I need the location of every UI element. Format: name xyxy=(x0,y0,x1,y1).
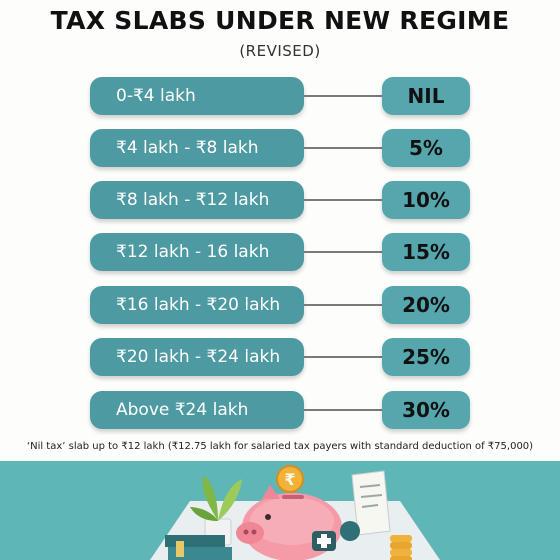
coin-symbol: ₹ xyxy=(284,470,295,489)
slab-rate: NIL xyxy=(382,77,470,115)
illustration-svg: ₹ xyxy=(150,465,440,560)
slab-range: ₹12 lakh - 16 lakh xyxy=(90,233,304,271)
tax-slab-row: Above ₹24 lakh 30% xyxy=(0,391,560,429)
plus-icon xyxy=(312,531,336,551)
tax-slab-row: 0-₹4 lakh NIL xyxy=(0,77,560,115)
slab-range: ₹8 lakh - ₹12 lakh xyxy=(90,181,304,219)
tax-slab-row: ₹4 lakh - ₹8 lakh 5% xyxy=(0,129,560,167)
page-title: TAX SLABS UNDER NEW REGIME xyxy=(50,6,510,35)
page-subtitle: (REVISED) xyxy=(239,42,321,60)
slab-rate: 5% xyxy=(382,129,470,167)
slab-range: 0-₹4 lakh xyxy=(90,77,304,115)
book-stack-icon xyxy=(165,535,232,560)
coin-icon: ₹ xyxy=(276,465,304,493)
connector-line xyxy=(304,409,384,411)
slab-rate: 15% xyxy=(382,233,470,271)
receipt-icon xyxy=(351,470,391,536)
plant-icon xyxy=(190,475,242,546)
slab-rate: 30% xyxy=(382,391,470,429)
connector-line xyxy=(304,304,384,306)
connector-line xyxy=(304,356,384,358)
connector-line xyxy=(304,199,384,201)
tax-slab-row: ₹12 lakh - 16 lakh 15% xyxy=(0,233,560,271)
slab-rate: 25% xyxy=(382,338,470,376)
coin-stack-icon xyxy=(390,535,412,560)
round-dish-icon xyxy=(340,521,360,541)
footnote: ‘Nil tax’ slab up to ₹12 lakh (₹12.75 la… xyxy=(26,441,534,452)
slab-rate: 10% xyxy=(382,181,470,219)
tax-slab-row: ₹16 lakh - ₹20 lakh 20% xyxy=(0,286,560,324)
connector-line xyxy=(304,95,384,97)
connector-line xyxy=(304,251,384,253)
slab-range: Above ₹24 lakh xyxy=(90,391,304,429)
tax-slab-row: ₹8 lakh - ₹12 lakh 10% xyxy=(0,181,560,219)
slab-rate: 20% xyxy=(382,286,470,324)
connector-line xyxy=(304,147,384,149)
tax-slab-row: ₹20 lakh - ₹24 lakh 25% xyxy=(0,338,560,376)
slab-range: ₹4 lakh - ₹8 lakh xyxy=(90,129,304,167)
savings-illustration: ₹ xyxy=(0,461,560,560)
slab-range: ₹16 lakh - ₹20 lakh xyxy=(90,286,304,324)
slab-range: ₹20 lakh - ₹24 lakh xyxy=(90,338,304,376)
